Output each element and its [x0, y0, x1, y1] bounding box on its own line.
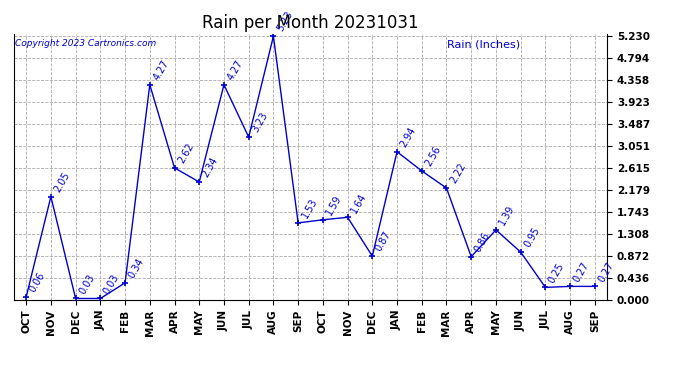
Text: 0.34: 0.34 [126, 256, 146, 280]
Text: 3.23: 3.23 [250, 111, 270, 134]
Text: 1.64: 1.64 [349, 191, 368, 214]
Text: 2.22: 2.22 [448, 162, 467, 185]
Text: 0.95: 0.95 [522, 226, 542, 249]
Text: 0.25: 0.25 [546, 261, 566, 285]
Text: 4.27: 4.27 [151, 58, 170, 82]
Text: 2.05: 2.05 [52, 170, 72, 194]
Text: 1.53: 1.53 [299, 196, 319, 220]
Text: 0.27: 0.27 [571, 260, 591, 284]
Text: 1.59: 1.59 [324, 194, 344, 217]
Text: 2.94: 2.94 [398, 125, 418, 149]
Text: Rain (Inches): Rain (Inches) [447, 39, 520, 49]
Text: 1.39: 1.39 [497, 204, 517, 227]
Text: 0.06: 0.06 [28, 271, 47, 294]
Text: 0.03: 0.03 [77, 272, 97, 296]
Text: 2.62: 2.62 [176, 141, 195, 165]
Text: 2.34: 2.34 [201, 156, 220, 179]
Title: Rain per Month 20231031: Rain per Month 20231031 [202, 14, 419, 32]
Text: 0.86: 0.86 [473, 230, 492, 254]
Text: 0.27: 0.27 [596, 260, 615, 284]
Text: 5.23: 5.23 [275, 10, 294, 33]
Text: 4.27: 4.27 [226, 58, 245, 82]
Text: 0.03: 0.03 [101, 272, 121, 296]
Text: 2.56: 2.56 [423, 144, 442, 168]
Text: Copyright 2023 Cartronics.com: Copyright 2023 Cartronics.com [15, 39, 156, 48]
Text: 0.87: 0.87 [374, 230, 393, 254]
